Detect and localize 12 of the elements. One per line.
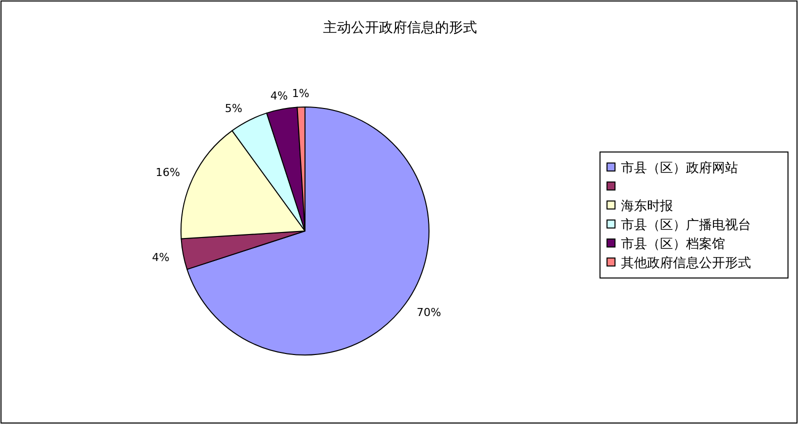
data-label: 4% — [270, 89, 288, 102]
data-label: 16% — [156, 166, 180, 180]
legend-label: 市县（区）政府网站 — [621, 160, 738, 176]
legend-label: 海东时报 — [621, 199, 673, 214]
data-label: 70% — [416, 306, 442, 320]
legend-label: 市县（区）档案馆 — [621, 236, 725, 252]
data-label: 5% — [224, 102, 242, 116]
data-label: 1% — [292, 87, 310, 100]
chart-title: 主动公开政府信息的形式 — [323, 20, 477, 36]
legend-label: 市县（区）广播电视台 — [621, 218, 751, 233]
legend-label: 其他政府信息公开形式 — [621, 255, 751, 271]
data-label: 4% — [152, 250, 170, 264]
